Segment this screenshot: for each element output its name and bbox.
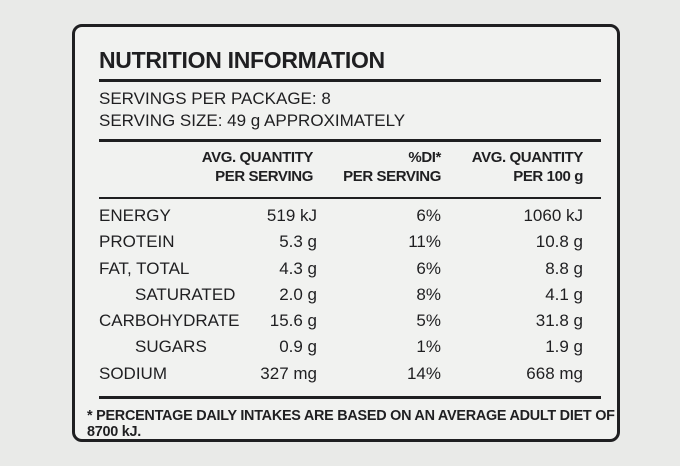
- per-serving-value: 5.3 g: [279, 232, 317, 252]
- header-avg-per-100g: AVG. QUANTITY PER 100 g: [471, 149, 584, 185]
- per-serving-value: 519 kJ: [266, 206, 317, 225]
- servings-per-package: SERVINGS PER PACKAGE: 8: [99, 89, 331, 108]
- per-serving-value: 327 mg: [260, 363, 317, 383]
- per-serving-value: 4.3 g: [279, 258, 317, 278]
- table-row: ENERGY 519 kJ 6% 1060 kJ: [99, 203, 589, 229]
- table-row: SUGARS 0.9 g 1% 1.9 g: [99, 334, 589, 360]
- table-row: CARBOHYDRATE 15.6 g 5% 31.8 g: [99, 308, 589, 334]
- table-row: SODIUM 327 mg 14% 668 mg: [99, 361, 589, 387]
- di-value: 6%: [416, 206, 441, 225]
- nutrient-name: SUGARS: [135, 337, 207, 357]
- nutrient-name: SODIUM: [99, 363, 167, 383]
- nutrient-name: SATURATED: [135, 284, 236, 304]
- per-100g-value: 31.8 g: [535, 311, 583, 331]
- per-serving-value: 15.6 g: [269, 311, 317, 331]
- header-di-per-serving: %DI* PER SERVING: [343, 149, 441, 185]
- per-100g-value: 668 mg: [526, 363, 583, 383]
- di-value: 5%: [416, 311, 441, 331]
- per-serving-value: 0.9 g: [279, 337, 317, 357]
- di-value: 6%: [416, 258, 441, 278]
- table-row: SATURATED 2.0 g 8% 4.1 g: [99, 282, 589, 308]
- per-100g-value: 10.8 g: [535, 232, 583, 252]
- nutrient-name: ENERGY: [99, 206, 171, 225]
- title-divider: [99, 79, 601, 82]
- serving-divider: [99, 139, 601, 142]
- per-100g-value: 8.8 g: [545, 258, 583, 278]
- table-row: PROTEIN 5.3 g 11% 10.8 g: [99, 229, 589, 255]
- footer-divider: [99, 396, 601, 399]
- di-value: 14%: [406, 363, 441, 383]
- nutrient-table: ENERGY 519 kJ 6% 1060 kJ PROTEIN 5.3 g 1…: [99, 203, 589, 387]
- nutrient-name: CARBOHYDRATE: [99, 311, 240, 331]
- footnote: * PERCENTAGE DAILY INTAKES ARE BASED ON …: [87, 408, 615, 440]
- per-100g-value: 4.1 g: [545, 284, 583, 304]
- per-100g-value: 1060 kJ: [523, 206, 583, 225]
- per-serving-value: 2.0 g: [279, 284, 317, 304]
- di-value: 11%: [408, 232, 441, 252]
- di-value: 8%: [416, 284, 441, 304]
- nutrition-panel: NUTRITION INFORMATION SERVINGS PER PACKA…: [72, 24, 620, 442]
- header-avg-per-serving: AVG. QUANTITY PER SERVING: [201, 149, 314, 185]
- nutrient-name: FAT, TOTAL: [99, 258, 190, 278]
- per-100g-value: 1.9 g: [545, 337, 583, 357]
- header-divider: [99, 197, 601, 199]
- table-row: FAT, TOTAL 4.3 g 6% 8.8 g: [99, 256, 589, 282]
- serving-size: SERVING SIZE: 49 g APPROXIMATELY: [99, 111, 406, 130]
- panel-title: NUTRITION INFORMATION: [99, 47, 385, 73]
- di-value: 1%: [416, 337, 441, 357]
- nutrient-name: PROTEIN: [99, 232, 175, 252]
